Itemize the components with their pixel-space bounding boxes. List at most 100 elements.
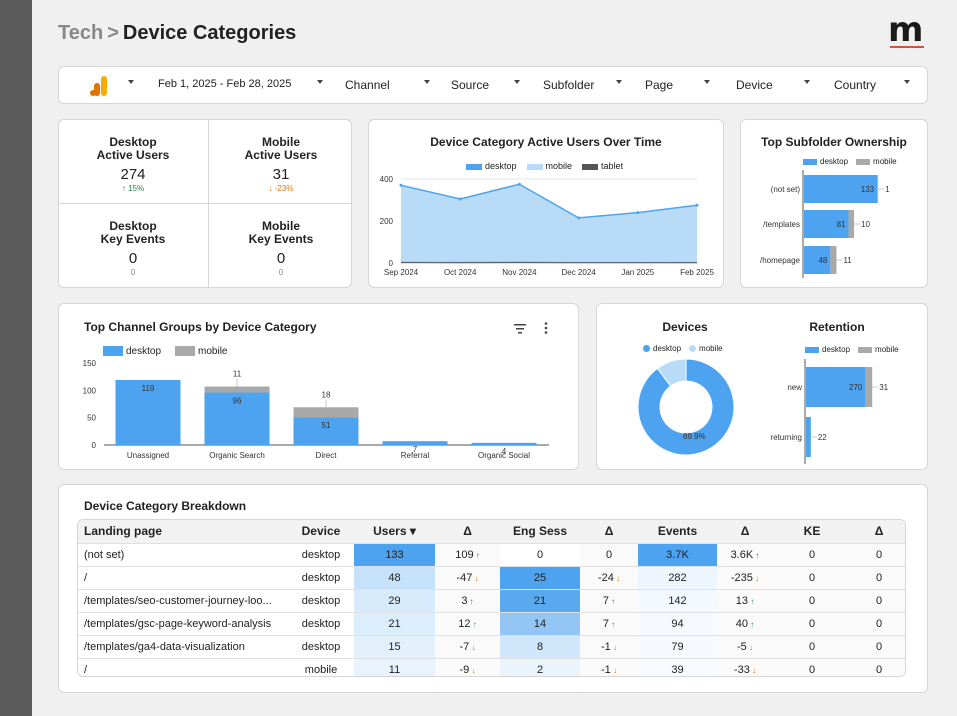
arrow-down-icon: ↓ xyxy=(469,666,476,675)
column-header[interactable]: Δ xyxy=(717,520,773,543)
more-options-icon[interactable] xyxy=(544,321,548,339)
legend-desktop[interactable]: desktop xyxy=(643,344,681,353)
table-cell: -235 ↓ xyxy=(717,567,773,590)
kpi-desktop-active-users: Desktop Active Users 274 ↑ 15% xyxy=(59,136,207,194)
desktop-value-label: 48 xyxy=(818,256,827,265)
legend-desktop[interactable]: desktop xyxy=(805,345,850,354)
table-row[interactable]: / desktop 48 -47 ↓ 25 -24 ↓ 282 -235 ↓ 0 0 xyxy=(78,566,905,590)
category-label: /homepage xyxy=(760,256,801,265)
brand-logo: m xyxy=(888,10,926,50)
arrow-up-icon: ↑ xyxy=(748,597,755,606)
desktop-bar xyxy=(293,417,359,445)
legend-desktop[interactable]: desktop xyxy=(803,157,848,166)
table-row[interactable]: /templates/seo-customer-journey-loo... de… xyxy=(78,589,905,613)
breadcrumb-current: Device Categories xyxy=(122,22,297,44)
mobile-bar xyxy=(204,386,270,393)
table-cell: 21 xyxy=(500,590,580,613)
x-tick-label: Oct 2024 xyxy=(444,268,477,277)
table-cell: desktop xyxy=(301,549,341,561)
mobile-value-label: 10 xyxy=(861,220,870,229)
channel-caret[interactable] xyxy=(424,80,430,84)
devices-pie-label: 89.9% xyxy=(683,432,706,441)
filter-subfolder[interactable]: Subfolder xyxy=(543,78,595,92)
breadcrumb-separator: > xyxy=(107,22,119,44)
arrow-down-icon: ↓ xyxy=(469,643,476,652)
filter-channel[interactable]: Channel xyxy=(345,78,390,92)
devices-legend: desktop mobile xyxy=(643,344,723,353)
legend-mobile[interactable]: mobile xyxy=(526,161,572,171)
column-header[interactable]: Δ xyxy=(435,520,500,543)
table-cell: 12 ↑ xyxy=(435,613,500,636)
column-header[interactable]: Δ xyxy=(580,520,638,543)
legend-tablet[interactable]: tablet xyxy=(582,161,623,171)
column-header[interactable]: KE xyxy=(773,520,851,543)
table-cell: desktop xyxy=(301,618,341,630)
column-header[interactable]: Δ xyxy=(851,520,905,543)
filter-icon[interactable] xyxy=(514,321,526,339)
subfolder-chart-svg: (not set) 133 1/templates 81 10/homepage 48 11 xyxy=(760,170,890,278)
subfolder-ownership-card: Top Subfolder Ownership desktop mobile (… xyxy=(740,119,928,288)
devices-chart-title: Devices xyxy=(662,320,708,334)
filter-country[interactable]: Country xyxy=(834,78,877,92)
table-cell: desktop xyxy=(301,572,341,584)
arrow-up-icon: ↑ xyxy=(748,620,755,629)
table-cell: mobile xyxy=(304,664,338,676)
date-range-caret[interactable] xyxy=(317,80,323,84)
filter-device[interactable]: Device xyxy=(736,78,773,92)
page-caret[interactable] xyxy=(704,80,710,84)
device-caret[interactable] xyxy=(804,80,810,84)
kpi-mobile-active-users: Mobile Active Users 31 ↓ -23% xyxy=(207,136,355,194)
table-cell: 0 xyxy=(851,636,905,659)
category-label: /templates xyxy=(763,220,800,229)
x-tick-label: Dec 2024 xyxy=(561,268,596,277)
column-header[interactable]: Device xyxy=(288,520,354,543)
arrow-down-icon: ↓ xyxy=(746,643,753,652)
mobile-bar xyxy=(293,407,359,418)
table-cell: 14 xyxy=(500,613,580,636)
legend-desktop[interactable]: desktop xyxy=(466,161,517,171)
legend-mobile[interactable]: mobile xyxy=(175,346,228,357)
table-cell: 11 xyxy=(354,659,435,676)
legend-mobile[interactable]: mobile xyxy=(858,345,899,354)
analytics-dropdown-caret[interactable] xyxy=(128,80,134,84)
breadcrumb-tech[interactable]: Tech xyxy=(58,22,104,44)
country-caret[interactable] xyxy=(904,80,910,84)
desktop-value-label: 81 xyxy=(837,220,846,229)
kpi-value: 0 xyxy=(128,250,138,267)
desktop-area xyxy=(401,184,697,263)
table-cell: 3 ↑ xyxy=(435,590,500,613)
legend-mobile[interactable]: mobile xyxy=(689,344,723,353)
table-row[interactable]: / mobile 11 -9 ↓ 2 -1 ↓ 39 -33 ↓ 0 0 xyxy=(78,658,905,676)
logo-letter: m xyxy=(888,10,924,50)
column-header[interactable]: Users ▾ xyxy=(354,520,435,543)
table-row[interactable]: (not set) desktop 133 109 ↑ 0 0 3.7K 3.6K ↑ 0 0 xyxy=(78,543,905,567)
source-caret[interactable] xyxy=(514,80,520,84)
table-row[interactable]: /templates/gsc-page-keyword-analysis desk… xyxy=(78,612,905,636)
filter-page[interactable]: Page xyxy=(645,78,674,92)
table-cell: 7 ↑ xyxy=(580,590,638,613)
arrow-up-icon: ↑ xyxy=(608,620,616,629)
breakdown-title: Device Category Breakdown xyxy=(84,499,247,513)
desktop-bar xyxy=(115,379,181,445)
table-cell: /templates/gsc-page-keyword-analysis xyxy=(84,618,272,630)
date-range-picker[interactable]: Feb 1, 2025 - Feb 28, 2025 xyxy=(158,78,292,90)
legend-desktop[interactable]: desktop xyxy=(103,346,161,357)
y-tick-label: 0 xyxy=(389,259,394,268)
column-header[interactable]: Events xyxy=(638,520,717,543)
table-cell: 48 xyxy=(354,567,435,590)
column-header[interactable]: Landing page xyxy=(78,520,288,543)
mobile-bar xyxy=(830,246,837,274)
y-tick-label: 200 xyxy=(380,217,394,226)
kpi-delta: 0 xyxy=(130,268,136,277)
data-point xyxy=(695,203,699,207)
table-cell: 0 xyxy=(851,590,905,613)
analytics-icon[interactable] xyxy=(89,75,111,97)
table-cell: 142 xyxy=(638,590,717,613)
column-header[interactable]: Eng Sess xyxy=(500,520,580,543)
legend-mobile[interactable]: mobile xyxy=(856,157,897,166)
table-cell: desktop xyxy=(301,641,341,653)
filter-source[interactable]: Source xyxy=(451,78,490,92)
subfolder-caret[interactable] xyxy=(616,80,622,84)
table-row[interactable]: /templates/ga4-data-visualization desktop… xyxy=(78,635,905,659)
table-cell: desktop xyxy=(301,595,341,607)
